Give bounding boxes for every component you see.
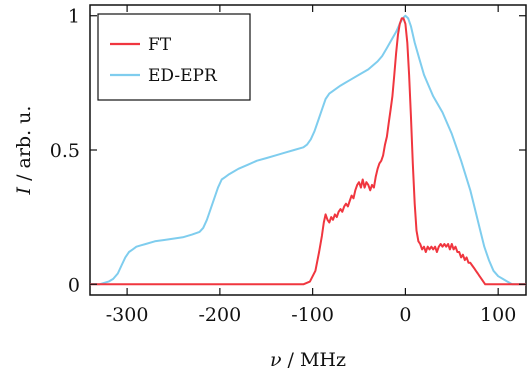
series-line-ft bbox=[90, 17, 526, 286]
x-tick-label: -300 bbox=[106, 304, 149, 326]
y-axis-variable: I bbox=[13, 186, 35, 195]
legend-box bbox=[97, 13, 251, 101]
x-tick-label: 0 bbox=[399, 304, 411, 326]
x-tick-label: -200 bbox=[199, 304, 242, 326]
series-line-ed-epr bbox=[90, 14, 526, 286]
legend-label-ed-epr: ED-EPR bbox=[148, 66, 218, 86]
x-axis-variable: ν bbox=[270, 349, 282, 371]
y-axis-label: I / arb. u. bbox=[13, 106, 35, 196]
legend: FT ED-EPR bbox=[97, 13, 251, 101]
tick-layer: -300 -200 -100 0 100 0 0.5 1 bbox=[50, 5, 526, 326]
y-tick-label: 0 bbox=[68, 274, 80, 296]
legend-label-ft: FT bbox=[148, 35, 172, 55]
x-axis-label: ν / MHz bbox=[270, 349, 346, 371]
y-tick-label: 0.5 bbox=[50, 140, 80, 162]
y-axis-unit: / arb. u. bbox=[13, 106, 35, 181]
x-tick-label: -100 bbox=[291, 304, 334, 326]
x-tick-label: 100 bbox=[480, 304, 516, 326]
x-axis-unit: / MHz bbox=[288, 349, 346, 371]
y-tick-label: 1 bbox=[68, 6, 80, 28]
series-layer bbox=[90, 14, 526, 286]
